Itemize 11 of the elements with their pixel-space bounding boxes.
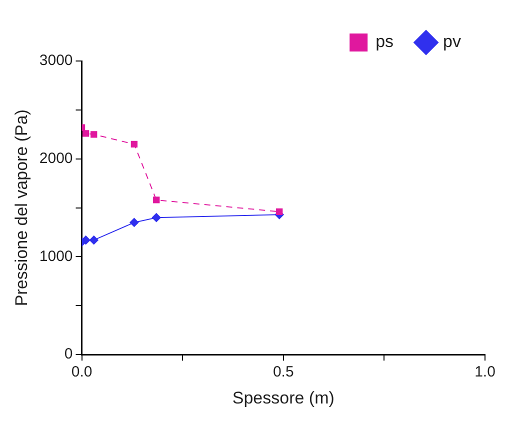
x-tick-label: 1.0 bbox=[474, 364, 496, 381]
x-tick-label: 0.0 bbox=[71, 364, 92, 381]
y-tick-label: 2000 bbox=[39, 150, 73, 168]
x-tick-label: 0.5 bbox=[272, 364, 294, 381]
legend-label: pv bbox=[443, 32, 462, 52]
y-tick-label: 3000 bbox=[39, 52, 73, 70]
y-tick-label: 1000 bbox=[39, 248, 73, 265]
x-axis-title: Spessore (m) bbox=[232, 388, 334, 408]
legend-label: ps bbox=[376, 32, 394, 52]
y-tick-label: 0 bbox=[64, 346, 73, 363]
y-axis-title: Pressione del vapore (Pa) bbox=[12, 110, 31, 306]
